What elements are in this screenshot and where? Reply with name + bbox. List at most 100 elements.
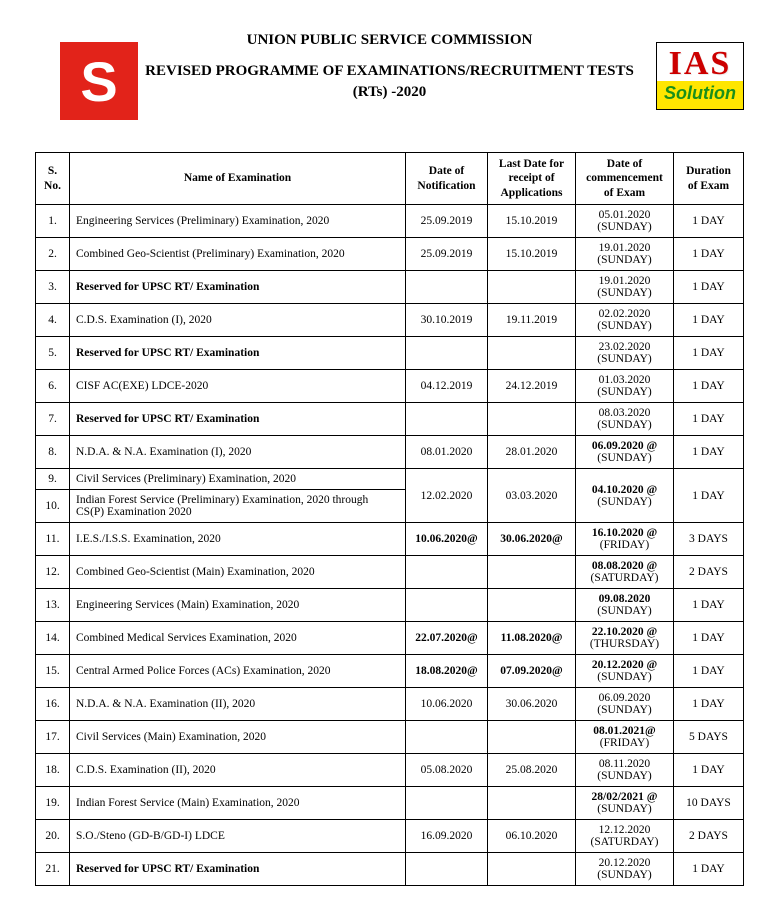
cell-dur: 1 DAY <box>674 370 744 403</box>
col-sno: S. No. <box>36 153 70 205</box>
table-row: 8.N.D.A. & N.A. Examination (I), 202008.… <box>36 436 744 469</box>
cell-last <box>488 787 576 820</box>
cell-name: Indian Forest Service (Main) Examination… <box>70 787 406 820</box>
cell-comm: 20.12.2020 @(SUNDAY) <box>576 655 674 688</box>
cell-sno: 20. <box>36 820 70 853</box>
title-sub-1: REVISED PROGRAMME OF EXAMINATIONS/RECRUI… <box>145 63 634 79</box>
cell-notif: 22.07.2020@ <box>406 622 488 655</box>
cell-notif: 10.06.2020@ <box>406 523 488 556</box>
cell-last: 15.10.2019 <box>488 238 576 271</box>
cell-comm: 06.09.2020 @(SUNDAY) <box>576 436 674 469</box>
cell-notif <box>406 721 488 754</box>
cell-sno: 2. <box>36 238 70 271</box>
cell-comm: 22.10.2020 @(THURSDAY) <box>576 622 674 655</box>
cell-comm: 19.01.2020(SUNDAY) <box>576 271 674 304</box>
cell-name: C.D.S. Examination (II), 2020 <box>70 754 406 787</box>
table-row: 5.Reserved for UPSC RT/ Examination23.02… <box>36 337 744 370</box>
table-row: 11.I.E.S./I.S.S. Examination, 202010.06.… <box>36 523 744 556</box>
cell-dur: 1 DAY <box>674 205 744 238</box>
cell-sno: 9. <box>36 469 70 490</box>
logo-right: IAS Solution <box>656 42 744 110</box>
cell-notif <box>406 556 488 589</box>
table-row: 21.Reserved for UPSC RT/ Examination20.1… <box>36 853 744 886</box>
cell-dur: 5 DAYS <box>674 721 744 754</box>
cell-dur: 1 DAY <box>674 469 744 523</box>
cell-notif <box>406 853 488 886</box>
table-header: S. No. Name of Examination Date of Notif… <box>36 153 744 205</box>
cell-comm: 04.10.2020 @(SUNDAY) <box>576 469 674 523</box>
table-row: 19.Indian Forest Service (Main) Examinat… <box>36 787 744 820</box>
col-name: Name of Examination <box>70 153 406 205</box>
cell-sno: 10. <box>36 490 70 523</box>
cell-dur: 1 DAY <box>674 238 744 271</box>
cell-comm: 09.08.2020(SUNDAY) <box>576 589 674 622</box>
cell-last <box>488 556 576 589</box>
cell-notif: 12.02.2020 <box>406 469 488 523</box>
cell-sno: 18. <box>36 754 70 787</box>
table-row: 18.C.D.S. Examination (II), 202005.08.20… <box>36 754 744 787</box>
cell-dur: 1 DAY <box>674 754 744 787</box>
cell-comm: 05.01.2020(SUNDAY) <box>576 205 674 238</box>
cell-comm: 16.10.2020 @(FRIDAY) <box>576 523 674 556</box>
cell-notif <box>406 337 488 370</box>
document-header: S IAS Solution UNION PUBLIC SERVICE COMM… <box>35 32 744 132</box>
cell-notif: 18.08.2020@ <box>406 655 488 688</box>
cell-dur: 1 DAY <box>674 655 744 688</box>
cell-sno: 12. <box>36 556 70 589</box>
cell-name: N.D.A. & N.A. Examination (I), 2020 <box>70 436 406 469</box>
cell-sno: 1. <box>36 205 70 238</box>
cell-notif <box>406 403 488 436</box>
cell-dur: 3 DAYS <box>674 523 744 556</box>
cell-name: Reserved for UPSC RT/ Examination <box>70 853 406 886</box>
table-row: 3.Reserved for UPSC RT/ Examination19.01… <box>36 271 744 304</box>
table-row: 14.Combined Medical Services Examination… <box>36 622 744 655</box>
cell-last: 03.03.2020 <box>488 469 576 523</box>
cell-name: Combined Geo-Scientist (Preliminary) Exa… <box>70 238 406 271</box>
cell-dur: 1 DAY <box>674 337 744 370</box>
cell-comm: 20.12.2020(SUNDAY) <box>576 853 674 886</box>
cell-dur: 2 DAYS <box>674 820 744 853</box>
table-row: 7.Reserved for UPSC RT/ Examination08.03… <box>36 403 744 436</box>
cell-dur: 1 DAY <box>674 436 744 469</box>
cell-last: 24.12.2019 <box>488 370 576 403</box>
cell-comm: 08.01.2021@(FRIDAY) <box>576 721 674 754</box>
cell-name: Combined Geo-Scientist (Main) Examinatio… <box>70 556 406 589</box>
logo-left-text: S <box>80 49 117 114</box>
cell-last: 06.10.2020 <box>488 820 576 853</box>
cell-comm: 08.11.2020(SUNDAY) <box>576 754 674 787</box>
cell-dur: 10 DAYS <box>674 787 744 820</box>
table-row: 4.C.D.S. Examination (I), 202030.10.2019… <box>36 304 744 337</box>
table-row: 16.N.D.A. & N.A. Examination (II), 20201… <box>36 688 744 721</box>
table-row: 6.CISF AC(EXE) LDCE-202004.12.201924.12.… <box>36 370 744 403</box>
cell-sno: 14. <box>36 622 70 655</box>
cell-dur: 2 DAYS <box>674 556 744 589</box>
cell-sno: 11. <box>36 523 70 556</box>
cell-name: Civil Services (Preliminary) Examination… <box>70 469 406 490</box>
logo-right-bottom: Solution <box>657 81 743 109</box>
exam-schedule-table: S. No. Name of Examination Date of Notif… <box>35 152 744 886</box>
cell-comm: 12.12.2020(SATURDAY) <box>576 820 674 853</box>
cell-name: Engineering Services (Preliminary) Exami… <box>70 205 406 238</box>
cell-notif: 16.09.2020 <box>406 820 488 853</box>
table-row: 15.Central Armed Police Forces (ACs) Exa… <box>36 655 744 688</box>
cell-name: Central Armed Police Forces (ACs) Examin… <box>70 655 406 688</box>
cell-last: 19.11.2019 <box>488 304 576 337</box>
logo-left: S <box>60 42 138 120</box>
cell-sno: 13. <box>36 589 70 622</box>
cell-name: Reserved for UPSC RT/ Examination <box>70 271 406 304</box>
cell-comm: 01.03.2020(SUNDAY) <box>576 370 674 403</box>
table-row: 9.Civil Services (Preliminary) Examinati… <box>36 469 744 490</box>
cell-name: Indian Forest Service (Preliminary) Exam… <box>70 490 406 523</box>
cell-sno: 15. <box>36 655 70 688</box>
cell-name: S.O./Steno (GD-B/GD-I) LDCE <box>70 820 406 853</box>
cell-sno: 5. <box>36 337 70 370</box>
cell-last <box>488 271 576 304</box>
cell-dur: 1 DAY <box>674 403 744 436</box>
cell-dur: 1 DAY <box>674 304 744 337</box>
cell-last <box>488 337 576 370</box>
cell-sno: 8. <box>36 436 70 469</box>
cell-last: 25.08.2020 <box>488 754 576 787</box>
cell-last <box>488 721 576 754</box>
col-notif: Date of Notification <box>406 153 488 205</box>
col-comm: Date of commencement of Exam <box>576 153 674 205</box>
